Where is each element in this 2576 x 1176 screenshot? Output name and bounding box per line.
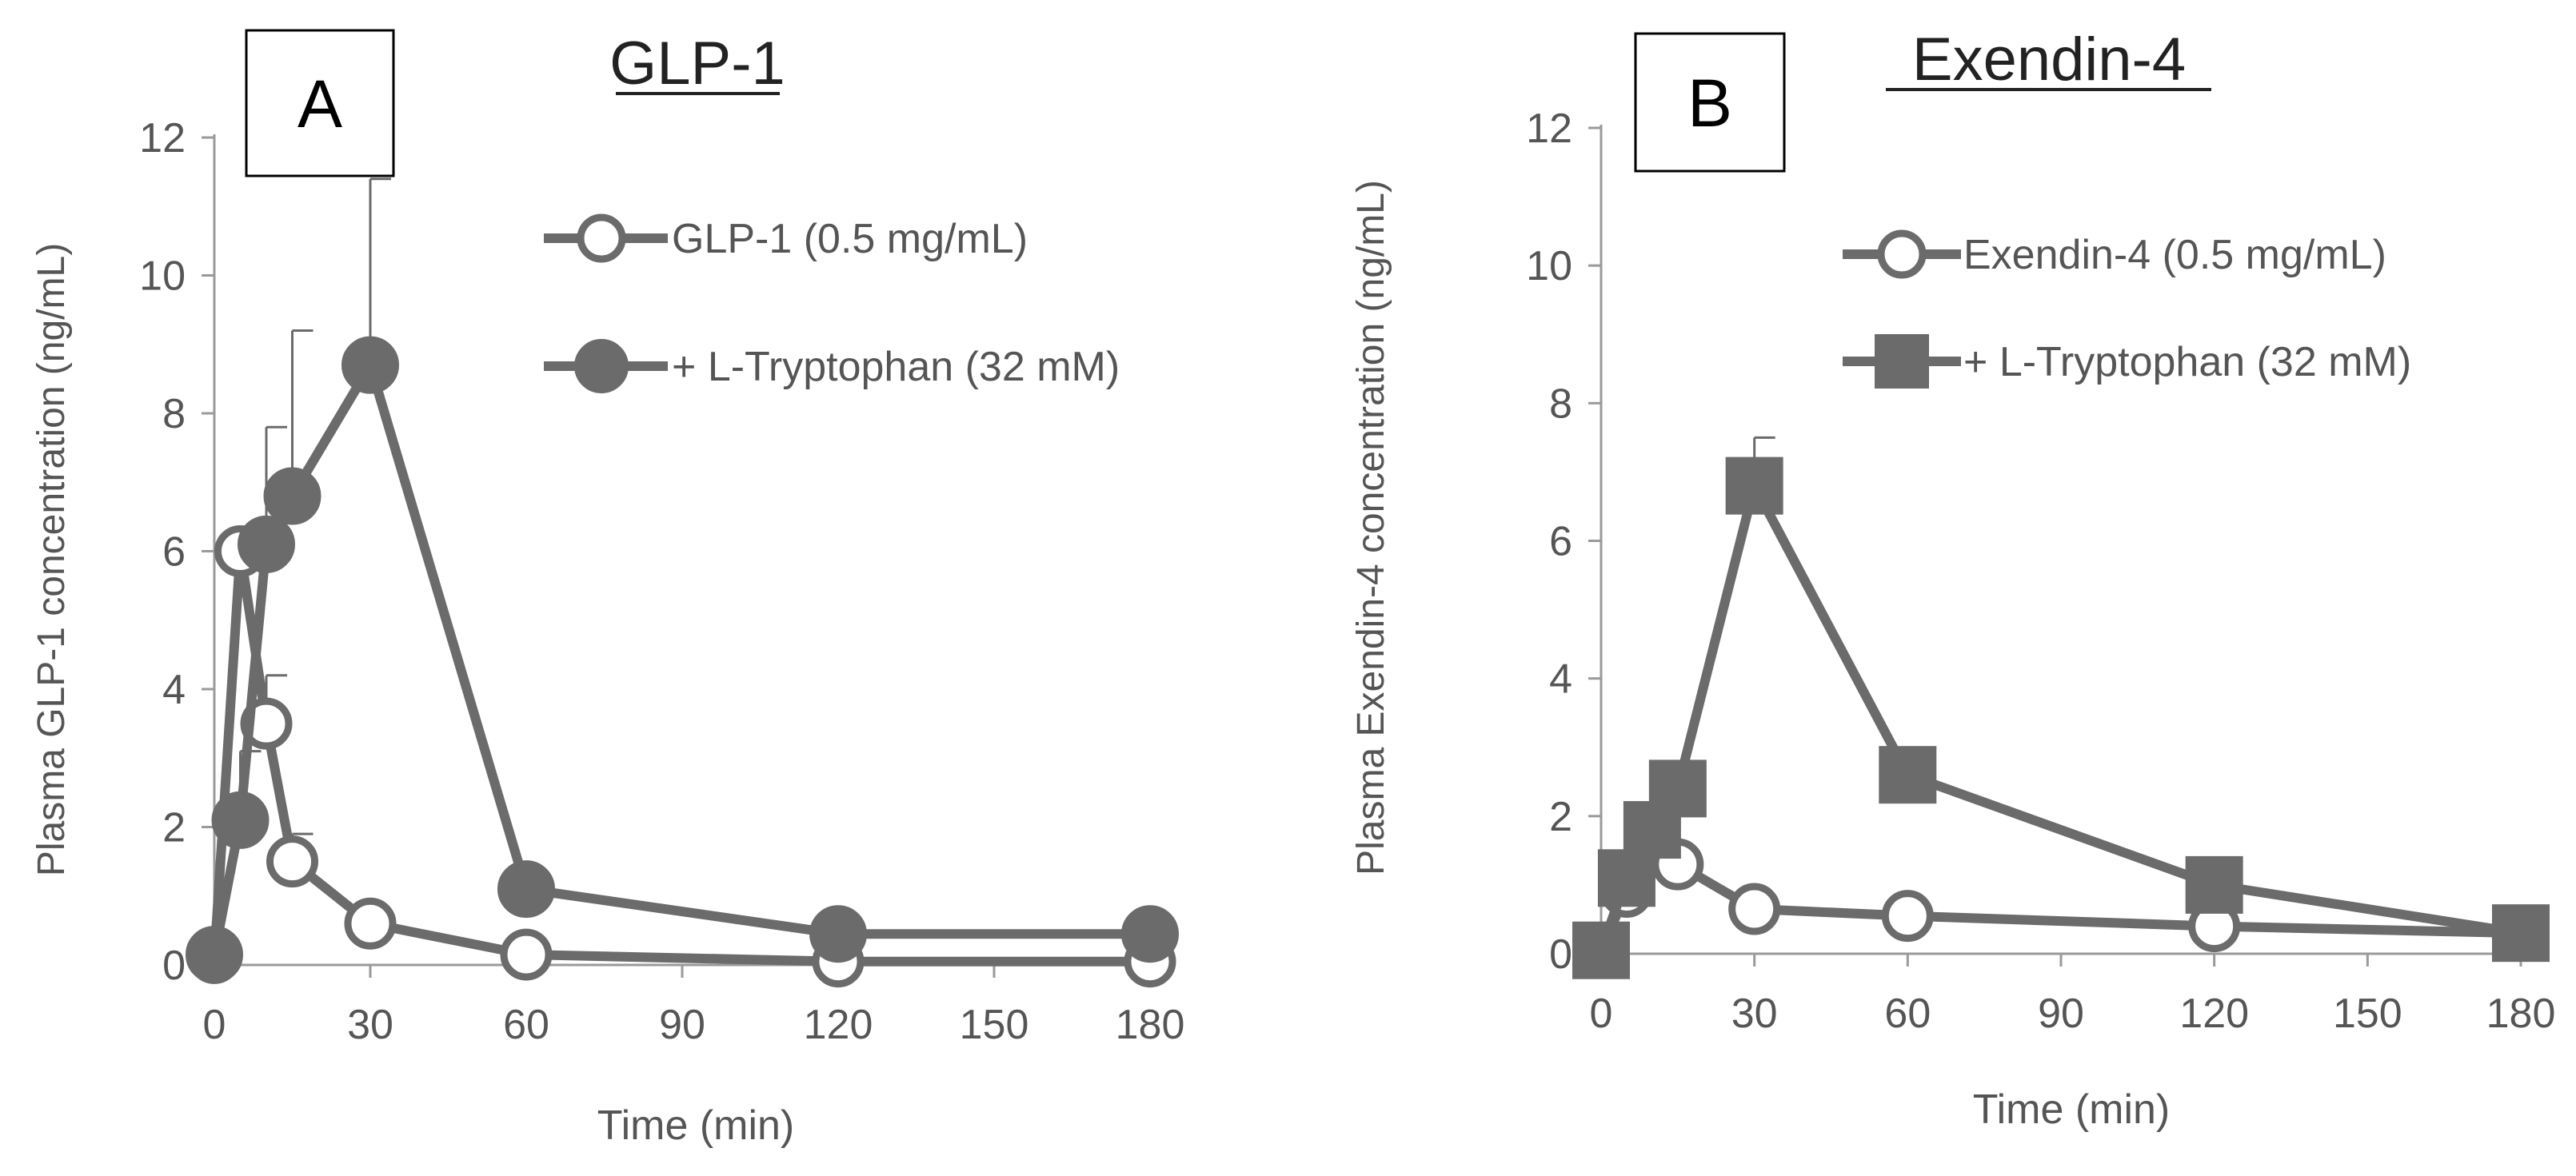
data-point (1879, 746, 1937, 804)
y-axis-label: Plasma GLP-1 concentration (ng/mL) (30, 243, 73, 876)
panel-label: B (1687, 66, 1732, 141)
x-axis-label: Time (min) (597, 1102, 795, 1149)
x-tick-label: 90 (2038, 991, 2084, 1037)
y-tick-label: 2 (1549, 794, 1572, 840)
x-tick-label: 30 (347, 1002, 393, 1048)
data-point (1597, 849, 1655, 907)
data-point (2185, 855, 2243, 914)
data-point (497, 860, 555, 919)
series-2: + L-Tryptophan (32 mM) (1572, 334, 2550, 979)
y-tick-label: 6 (1549, 519, 1572, 565)
panel-label-box (245, 29, 395, 177)
data-point (263, 467, 322, 525)
data-point (1881, 890, 1934, 943)
y-tick-label: 8 (162, 391, 186, 437)
x-tick-label: 90 (659, 1002, 705, 1048)
y-tick-label: 2 (162, 805, 186, 851)
data-point (1725, 456, 1783, 515)
legend-marker (1877, 229, 1927, 279)
chart-title: Exendin-4 (1912, 26, 2186, 94)
legend-marker (1875, 334, 1929, 389)
x-tick-label: 120 (2179, 991, 2249, 1037)
x-tick-label: 30 (1731, 991, 1778, 1037)
x-tick-label: 120 (804, 1002, 873, 1048)
panel-label: A (298, 66, 342, 142)
series-line (210, 546, 1150, 967)
y-tick-label: 12 (139, 115, 186, 161)
data-point (266, 835, 318, 888)
x-tick-label: 60 (503, 1002, 549, 1048)
data-point (1728, 883, 1781, 935)
legend-marker (577, 213, 626, 263)
y-tick-label: 10 (1526, 243, 1572, 289)
y-tick-label: 6 (162, 529, 186, 576)
x-tick-label: 180 (1116, 1002, 1185, 1048)
data-point (238, 515, 295, 573)
data-point (1572, 921, 1630, 979)
y-tick-label: 10 (139, 253, 186, 300)
y-tick-label: 0 (162, 943, 186, 989)
data-point (809, 905, 867, 963)
data-point (1648, 759, 1707, 818)
data-point (344, 897, 397, 950)
data-point (1121, 905, 1179, 963)
chart-title: GLP-1 (609, 30, 785, 98)
data-point (500, 928, 553, 981)
panel-label-box (1634, 32, 1786, 173)
x-axis-label: Time (min) (1973, 1086, 2171, 1133)
data-point (186, 926, 243, 984)
legend-label: + L-Tryptophan (32 mM) (672, 344, 1120, 390)
x-tick-label: 180 (2486, 991, 2556, 1037)
y-tick-label: 12 (1526, 106, 1572, 152)
legend-marker (574, 339, 629, 393)
legend-label: + L-Tryptophan (32 mM) (1963, 339, 2411, 385)
x-tick-label: 150 (960, 1002, 1029, 1048)
data-point (2492, 904, 2550, 963)
data-point (211, 791, 270, 849)
legend-label: Exendin-4 (0.5 mg/mL) (1963, 232, 2386, 278)
series-line (210, 360, 1150, 956)
y-tick-label: 4 (162, 667, 186, 713)
x-tick-label: 0 (203, 1002, 226, 1048)
series-2: + L-Tryptophan (32 mM) (186, 177, 1179, 984)
series-line (1596, 480, 2522, 952)
legend-label: GLP-1 (0.5 mg/mL) (672, 216, 1028, 262)
y-axis-label: Plasma Exendin-4 concentration (ng/mL) (1350, 180, 1392, 875)
data-point (341, 336, 399, 394)
x-tick-label: 0 (1590, 991, 1613, 1037)
x-tick-label: 60 (1884, 991, 1931, 1037)
y-tick-label: 8 (1549, 381, 1572, 427)
y-tick-label: 0 (1549, 931, 1572, 978)
series-1: GLP-1 (0.5 mg/mL) (188, 213, 1176, 988)
y-tick-label: 4 (1549, 656, 1572, 703)
x-tick-label: 150 (2333, 991, 2402, 1037)
